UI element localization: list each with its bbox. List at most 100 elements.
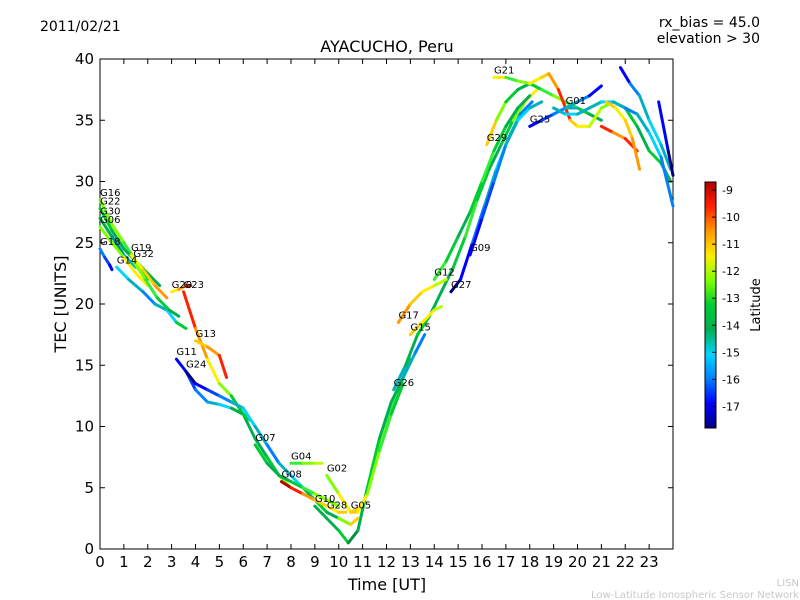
series-segment xyxy=(599,124,615,134)
series-label: G28 xyxy=(327,500,347,511)
series-g20 xyxy=(170,284,193,294)
colorbar-tick-label: -14 xyxy=(722,319,740,332)
x-tick-label: 20 xyxy=(568,553,587,571)
footer-org-long: Low-Latitude Ionospheric Sensor Network xyxy=(591,590,799,600)
x-tick-label: 13 xyxy=(401,553,420,571)
series-segment xyxy=(217,402,233,410)
series-segment xyxy=(587,100,603,110)
series-label: G29 xyxy=(487,133,507,144)
series-segment xyxy=(576,94,591,104)
colorbar-tick-label: -13 xyxy=(722,292,740,305)
series-label: G13 xyxy=(196,329,216,340)
series-label: G18 xyxy=(100,237,120,248)
series-g12 xyxy=(432,94,532,281)
series-unlabeled-33 xyxy=(604,100,642,171)
x-tick-label: 22 xyxy=(616,553,635,571)
series-segment xyxy=(174,320,188,330)
series-label: G22 xyxy=(100,196,120,207)
series-segment xyxy=(413,333,427,355)
series-segment xyxy=(141,290,157,306)
series-g26 xyxy=(392,88,539,392)
series-segment xyxy=(614,106,627,122)
series-segment xyxy=(540,88,556,98)
series-unlabeled-34 xyxy=(657,100,675,177)
series-segment xyxy=(396,302,412,324)
series-segment xyxy=(325,498,341,508)
series-segment xyxy=(155,296,171,312)
series-segment xyxy=(377,400,393,441)
series-segment xyxy=(153,284,169,300)
series-segment xyxy=(623,106,639,116)
series-segment xyxy=(611,131,627,141)
series-segment xyxy=(134,271,150,288)
series-segment xyxy=(647,131,663,159)
series-segment xyxy=(459,241,474,281)
series-label: G15 xyxy=(410,323,430,334)
series-segment xyxy=(165,308,178,324)
series-segment xyxy=(456,210,472,239)
date-label: 2011/02/21 xyxy=(40,19,121,35)
x-tick-label: 2 xyxy=(143,553,153,571)
series-g18 xyxy=(98,247,114,272)
series-segment xyxy=(265,443,281,465)
series-segment xyxy=(432,278,448,288)
x-tick-label: 15 xyxy=(449,553,468,571)
series-segment xyxy=(241,406,257,428)
y-tick-label: 20 xyxy=(75,295,94,313)
series-segment xyxy=(289,486,305,496)
series-label: G07 xyxy=(255,433,275,444)
y-axis-label: TEC [UNITS] xyxy=(51,256,70,354)
series-label: G02 xyxy=(327,464,347,475)
series-segment xyxy=(253,443,269,465)
series-segment xyxy=(518,100,534,116)
colorbar-tick-label: -11 xyxy=(722,238,740,251)
series-segment xyxy=(547,72,560,92)
colorbar-tick-label: -10 xyxy=(722,211,740,224)
series-segment xyxy=(647,118,663,147)
series-segment xyxy=(487,143,503,171)
series-label: G25 xyxy=(530,114,550,125)
series-segment xyxy=(628,82,642,98)
series-segment xyxy=(194,388,209,404)
series-segment xyxy=(528,82,544,92)
series-segment xyxy=(217,394,233,404)
series-segment xyxy=(516,79,532,85)
series-g15 xyxy=(408,304,443,337)
series-segment xyxy=(511,100,527,122)
series-segment xyxy=(449,278,463,294)
series-label: G21 xyxy=(494,65,514,76)
series-segment xyxy=(492,143,508,183)
series-segment xyxy=(576,106,591,116)
series-g14 xyxy=(115,265,188,330)
series-label: G16 xyxy=(100,188,120,199)
series-segment xyxy=(432,304,443,312)
series-segment xyxy=(241,412,257,441)
series-g10 xyxy=(313,333,427,545)
series-label: G24 xyxy=(186,359,206,370)
series-label: G26 xyxy=(394,378,414,389)
series-segment xyxy=(98,225,114,245)
series-segment xyxy=(265,461,281,477)
x-tick-label: 9 xyxy=(310,553,320,571)
series-segment xyxy=(122,255,138,275)
series-segment xyxy=(647,149,663,165)
series-g07 xyxy=(253,443,341,508)
series-segment xyxy=(404,333,420,367)
series-segment xyxy=(346,529,360,545)
colorbar xyxy=(704,181,717,429)
series-segment xyxy=(129,253,145,272)
series-segment xyxy=(205,345,221,357)
series-segment xyxy=(666,149,675,177)
series-segment xyxy=(492,124,508,153)
series-g19 xyxy=(129,253,169,300)
series-segment xyxy=(494,100,508,122)
series-segment xyxy=(110,222,126,245)
series-segment xyxy=(229,400,245,410)
series-segment xyxy=(301,486,317,496)
x-tick-label: 16 xyxy=(472,553,491,571)
series-segment xyxy=(618,66,632,85)
series-segment xyxy=(516,106,532,122)
series-g05 xyxy=(349,382,405,514)
series-segment xyxy=(153,302,169,312)
y-tick-label: 10 xyxy=(75,418,94,436)
